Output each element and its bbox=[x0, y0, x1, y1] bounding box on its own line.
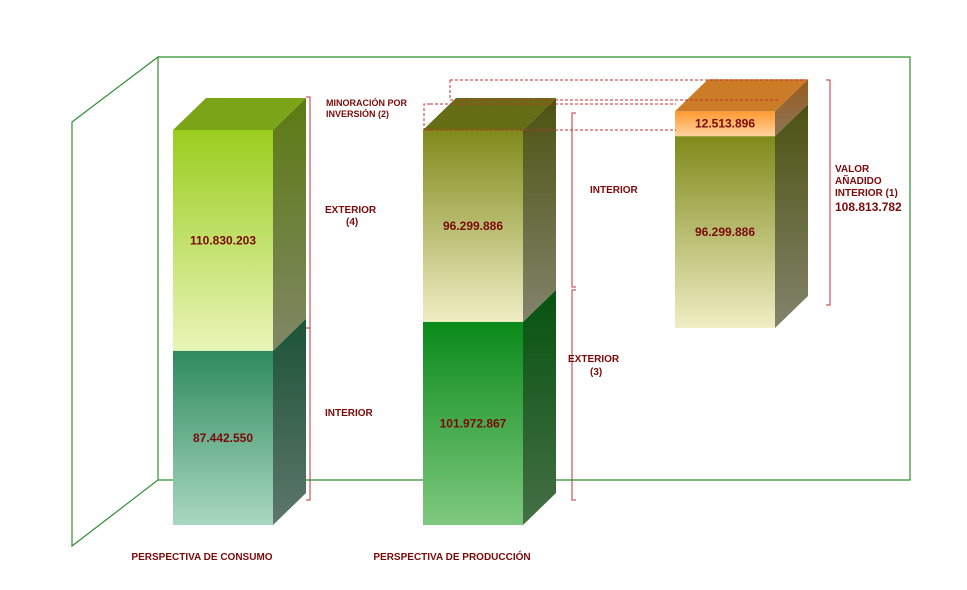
bar-value-label-1-1: 96.299.886 bbox=[443, 219, 503, 233]
label-exterior-4-l1: EXTERIOR bbox=[325, 205, 377, 216]
label-exterior-3-l2: (3) bbox=[590, 367, 602, 378]
label-exterior-3-l1: EXTERIOR bbox=[568, 354, 620, 365]
bar-top-1 bbox=[423, 98, 556, 130]
bar-segment-front-0-0 bbox=[173, 350, 273, 525]
bracket-valor-anadido bbox=[826, 79, 831, 306]
bracket-minoracion bbox=[423, 103, 430, 131]
bars-layer: 87.442.550 110.830.203 101.972.867 96.299.8… bbox=[173, 79, 808, 525]
bar-top-0 bbox=[173, 98, 306, 130]
bar-segment-front-0-1 bbox=[173, 130, 273, 351]
label-va-l2: AÑADIDO bbox=[835, 174, 882, 187]
brackets bbox=[306, 79, 831, 501]
label-exterior-4-l2: (4) bbox=[346, 217, 358, 228]
label-va-l1: VALOR bbox=[835, 164, 870, 175]
bar-value-label-2-0: 96.299.886 bbox=[695, 225, 755, 239]
label-va-l3: INTERIOR (1) bbox=[835, 188, 898, 199]
bar-segment-side-1-1 bbox=[523, 98, 556, 322]
bar-segment-front-1-1 bbox=[423, 130, 523, 322]
leader-va-top bbox=[449, 79, 806, 101]
label-va-total: 108.813.782 bbox=[835, 200, 902, 214]
bar-segment-side-1-0 bbox=[523, 289, 556, 525]
label-minoracion-l2: INVERSIÓN (2) bbox=[326, 108, 389, 119]
bar-value-label-0-1: 110.830.203 bbox=[190, 233, 256, 247]
bar-segment-side-0-1 bbox=[273, 98, 306, 351]
left-wall bbox=[71, 55, 159, 548]
bar-top-2 bbox=[675, 79, 808, 112]
annotations: MINORACIÓN POR INVERSIÓN (2) EXTERIOR (4… bbox=[325, 97, 902, 419]
bar-segment-side-0-0 bbox=[273, 318, 306, 525]
bar-segment-front-2-0 bbox=[675, 136, 775, 328]
category-label-consumo: PERSPECTIVA DE CONSUMO bbox=[131, 552, 272, 563]
bar-segment-front-1-0 bbox=[423, 321, 523, 525]
category-labels: PERSPECTIVA DE CONSUMO PERSPECTIVA DE PR… bbox=[131, 550, 530, 563]
bar-segment-side-2-0 bbox=[775, 104, 808, 328]
bar-segment-front-2-1 bbox=[675, 111, 775, 137]
bar-segment-side-2-1 bbox=[775, 79, 808, 137]
bar-value-label-0-0: 87.442.550 bbox=[193, 431, 253, 445]
label-interior-produccion: INTERIOR bbox=[590, 185, 639, 196]
leader-va-base bbox=[430, 103, 676, 131]
bar-value-label-1-0: 101.972.867 bbox=[440, 416, 507, 430]
category-label-produccion: PERSPECTIVA DE PRODUCCIÓN bbox=[373, 550, 530, 563]
label-minoracion-l1: MINORACIÓN POR bbox=[326, 97, 408, 108]
bar-value-label-2-1: 12.513.896 bbox=[695, 117, 755, 131]
bracket-exterior-3 bbox=[571, 289, 576, 501]
label-interior-consumo: INTERIOR bbox=[325, 408, 374, 419]
bracket-interior-produccion bbox=[571, 112, 576, 288]
bracket-exterior-4 bbox=[306, 96, 311, 329]
bracket-interior-consumo bbox=[306, 327, 311, 501]
